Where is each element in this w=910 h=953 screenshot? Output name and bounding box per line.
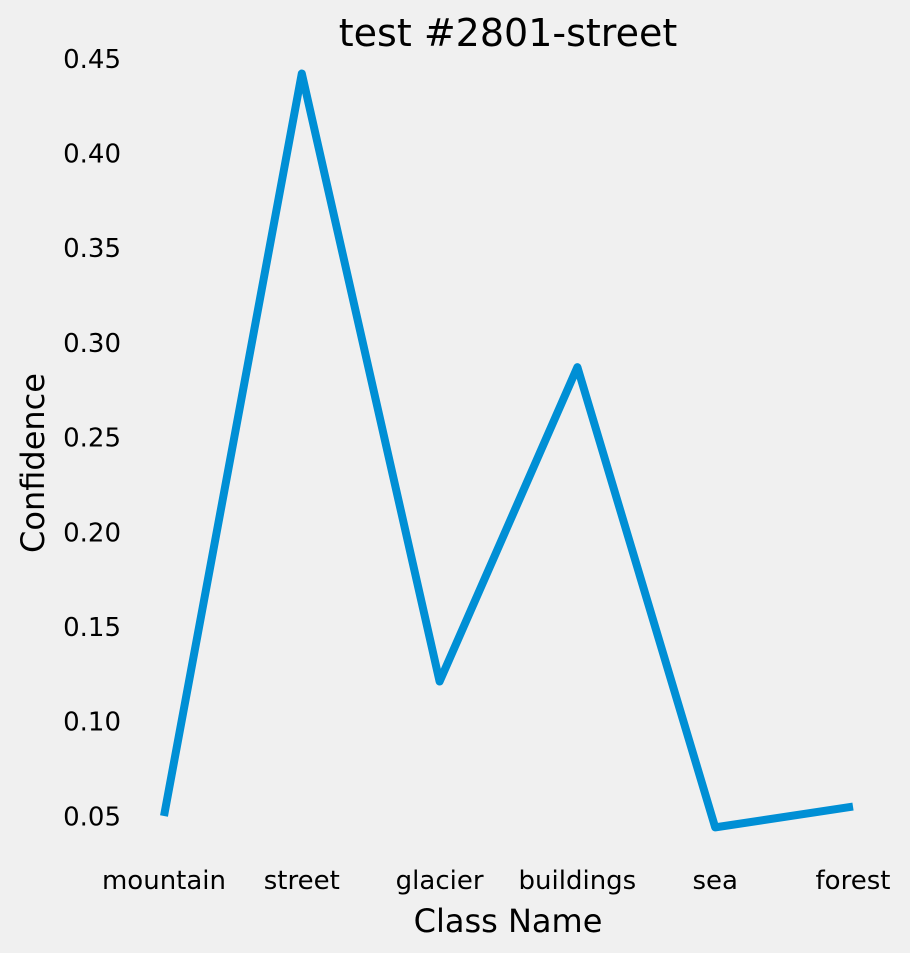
y-tick-label: 0.20 — [63, 518, 121, 548]
x-tick-label: buildings — [519, 866, 637, 896]
y-tick-label: 0.40 — [63, 139, 121, 169]
x-axis-label: Class Name — [414, 902, 603, 940]
y-tick-label: 0.30 — [63, 329, 121, 359]
x-tick-label: sea — [692, 866, 737, 896]
y-axis-label: Confidence — [14, 373, 52, 553]
y-axis-ticks: 0.05 0.10 0.15 0.20 0.25 0.30 0.35 0.40 0.45 — [63, 45, 121, 833]
y-tick-label: 0.35 — [63, 234, 121, 264]
x-tick-label: street — [264, 866, 340, 896]
x-tick-label: mountain — [102, 866, 226, 896]
chart-title: test #2801-street — [339, 11, 677, 55]
y-tick-label: 0.15 — [63, 613, 121, 643]
x-axis-ticks: mountain street glacier buildings sea forest — [102, 866, 890, 896]
series-layer — [160, 69, 854, 832]
y-tick-label: 0.05 — [63, 802, 121, 832]
y-tick-label: 0.25 — [63, 424, 121, 454]
y-tick-label: 0.10 — [63, 708, 121, 738]
x-tick-label: forest — [816, 866, 891, 896]
y-tick-label: 0.45 — [63, 45, 121, 75]
series-line — [160, 69, 854, 832]
x-tick-label: glacier — [396, 866, 484, 896]
